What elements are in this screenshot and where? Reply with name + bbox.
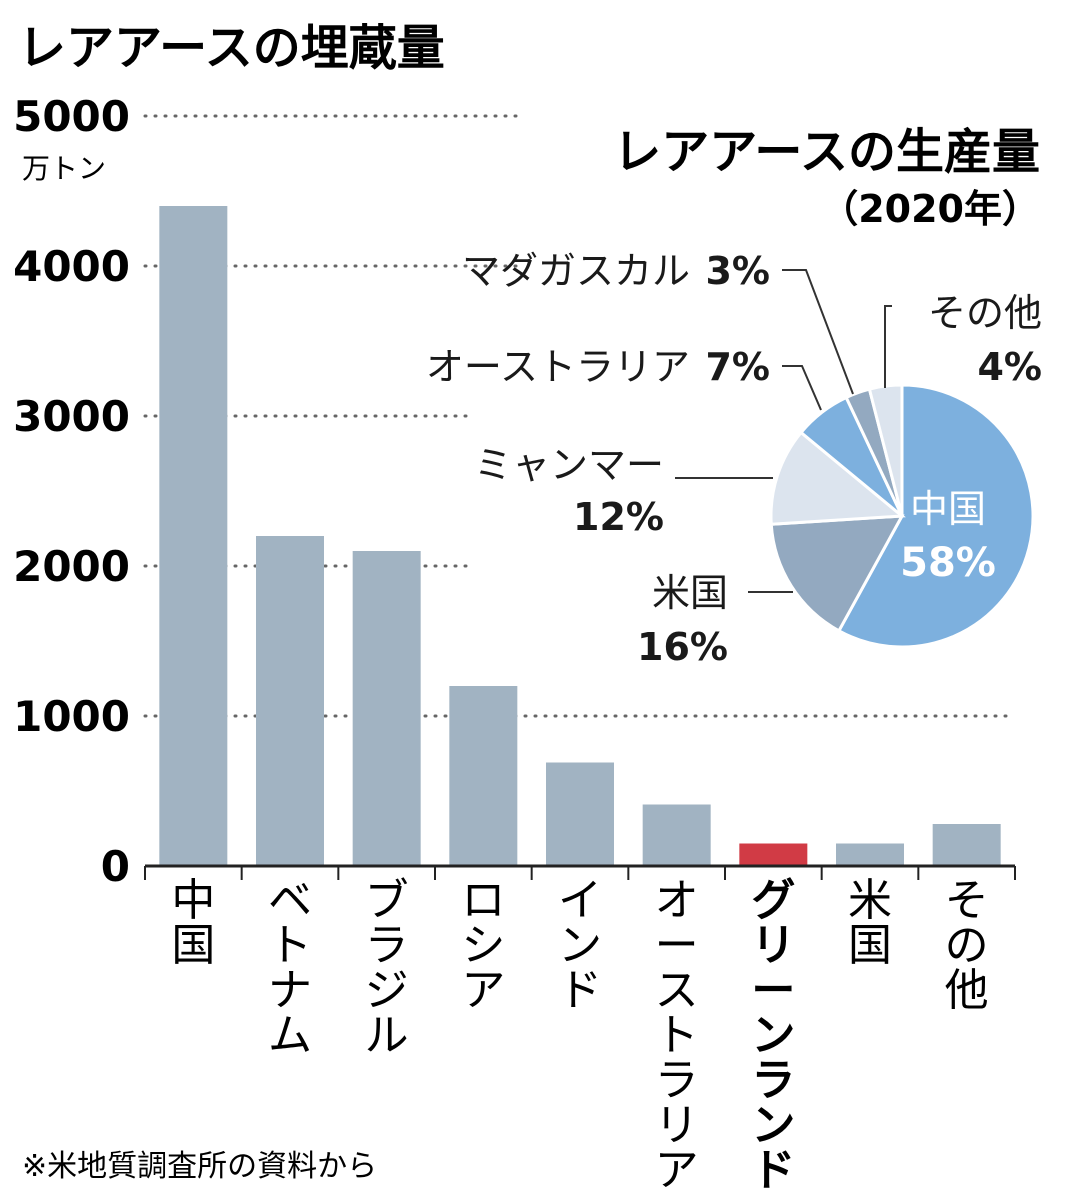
- x-category-label: 中国: [171, 875, 215, 971]
- bar: [932, 824, 1001, 866]
- axis-layer: [144, 864, 1016, 880]
- bar: [352, 551, 421, 866]
- y-axis-unit-label: 万トン: [22, 152, 106, 185]
- pie-leader-line: [782, 269, 854, 395]
- pie-slice: [769, 430, 906, 526]
- label-layer: 中国 ベトナム ブラジル ロシア インド オーストラリア グリーンランド 米国 その他: [171, 875, 988, 1196]
- pie-slice-label: オーストラリア: [426, 345, 690, 389]
- x-category-label: グリーンランド: [751, 875, 795, 1196]
- bar-layer: [159, 206, 1001, 866]
- pie-slice-value: 16%: [637, 625, 728, 669]
- pie-layer: 中国 58% 米国 16% ミャンマー 12% オーストラリア 7% マダガスカル 3% その他 4%: [426, 249, 1042, 669]
- pie-slice-label: ミャンマー: [474, 443, 664, 487]
- pie-slice: [769, 514, 905, 633]
- bar: [836, 843, 904, 866]
- pie-slice-value: 12%: [573, 495, 664, 539]
- pie-slice-value: 3%: [705, 249, 770, 293]
- bar-chart-title: レアアースの埋蔵量: [18, 20, 445, 76]
- pie-slice: [836, 383, 1035, 649]
- bar: [159, 206, 228, 866]
- x-category-label: インド: [558, 875, 602, 1016]
- x-category-label: 米国: [848, 875, 892, 971]
- x-category-label: ベトナム: [268, 875, 312, 1061]
- pie-chart-subtitle: （2020年）: [820, 187, 1040, 231]
- pie-slice-label: 米国: [652, 571, 728, 615]
- y-tick-label: 1000: [13, 692, 130, 741]
- pie-slice-label: 中国: [910, 487, 986, 531]
- pie-slice-label: マダガスカル: [462, 249, 690, 293]
- pie-leader-line: [782, 365, 822, 411]
- y-tick-label: 4000: [13, 242, 130, 291]
- pie-chart-title: レアアースの生産量: [613, 124, 1040, 180]
- pie-slice-value: 58%: [900, 540, 996, 586]
- x-category-label: ロシア: [461, 875, 505, 1016]
- x-category-label: オーストラリア: [655, 875, 699, 1196]
- bar: [449, 686, 518, 866]
- footnote: ※米地質調査所の資料から: [22, 1149, 377, 1184]
- y-tick-label: 3000: [13, 392, 130, 441]
- bar: [739, 843, 808, 866]
- pie-slice-value: 7%: [705, 345, 770, 389]
- pie-slice-label: その他: [928, 291, 1042, 335]
- bar: [546, 762, 614, 866]
- y-tick-label: 0: [101, 842, 130, 891]
- pie-slice-value: 4%: [977, 345, 1042, 389]
- bar: [642, 804, 711, 866]
- x-category-label: ブラジル: [365, 875, 409, 1061]
- bar: [256, 536, 324, 866]
- x-category-label: その他: [945, 875, 989, 1016]
- y-tick-label: 5000: [13, 92, 130, 141]
- pie-leader-line: [884, 305, 892, 388]
- y-tick-label: 2000: [13, 542, 130, 591]
